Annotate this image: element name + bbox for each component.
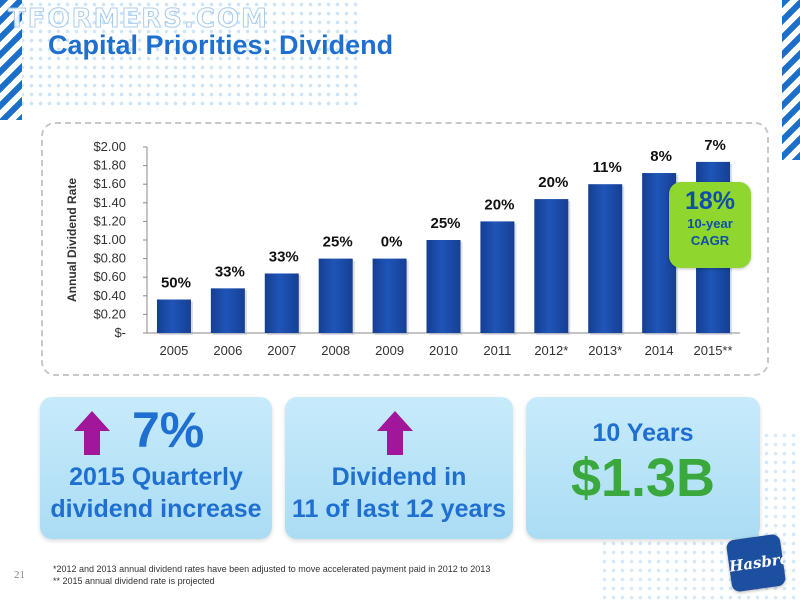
y-tick-label: $1.00 xyxy=(93,232,126,247)
x-tick-label: 2010 xyxy=(429,343,458,358)
growth-label: 7% xyxy=(704,137,726,154)
bar xyxy=(480,221,515,333)
x-tick-label: 2007 xyxy=(267,343,296,358)
x-tick-label: 2005 xyxy=(159,343,188,358)
up-arrow-icon xyxy=(74,411,110,455)
decorative-stripe-right xyxy=(782,0,800,160)
growth-label: 50% xyxy=(161,275,191,292)
footnote-2: ** 2015 annual dividend rate is projecte… xyxy=(53,576,215,586)
x-tick-label: 2008 xyxy=(321,343,350,358)
growth-label: 20% xyxy=(538,174,568,191)
x-tick-label: 2012* xyxy=(534,343,568,358)
footnote-1: *2012 and 2013 annual dividend rates hav… xyxy=(53,564,491,574)
growth-label: 20% xyxy=(484,196,514,213)
bar xyxy=(588,184,623,333)
growth-label: 11% xyxy=(593,159,622,176)
cagr-value: 18% xyxy=(684,187,736,215)
growth-label: 0% xyxy=(381,234,403,251)
x-tick-label: 2014 xyxy=(645,343,674,358)
watermark: TFORMERS.COM xyxy=(8,4,269,35)
x-tick-label: 2013* xyxy=(588,343,622,358)
up-arrow-icon xyxy=(377,411,413,455)
hasbro-logo: Hasbro xyxy=(725,533,791,593)
x-tick-label: 2006 xyxy=(213,343,242,358)
y-tick-label: $0.80 xyxy=(93,251,126,266)
page-number: 21 xyxy=(14,569,25,581)
y-axis-title: Annual Dividend Rate xyxy=(65,178,79,302)
quarterly-increase-panel: 7% 2015 Quarterly dividend increase xyxy=(40,397,272,539)
bar xyxy=(534,199,569,333)
bar xyxy=(372,258,407,333)
growth-label: 8% xyxy=(650,148,672,165)
dot-pattern-top xyxy=(0,0,360,110)
quarterly-increase-line1: 2015 Quarterly xyxy=(69,463,243,491)
x-tick-label: 2011 xyxy=(483,343,511,358)
ten-year-label: 10 Years xyxy=(592,419,694,447)
ten-year-amount: $1.3B xyxy=(570,448,716,508)
y-tick-label: $0.60 xyxy=(93,269,126,284)
y-tick-label: $1.60 xyxy=(93,176,126,191)
chart-frame xyxy=(41,122,769,376)
growth-label: 33% xyxy=(269,248,299,265)
footnotes: *2012 and 2013 annual dividend rates hav… xyxy=(53,563,490,587)
growth-label: 33% xyxy=(215,263,245,280)
y-tick-label: $1.80 xyxy=(93,158,126,173)
y-tick-label: $0.20 xyxy=(93,306,126,321)
bar xyxy=(210,288,245,333)
cagr-badge: 18% 10-year CAGR xyxy=(669,182,751,268)
bar xyxy=(318,258,353,333)
y-tick-label: $1.20 xyxy=(93,213,126,228)
growth-label: 25% xyxy=(430,215,460,232)
quarterly-increase-percent: 7% xyxy=(132,402,205,458)
y-tick-label: $1.40 xyxy=(93,195,126,210)
x-tick-label: 2009 xyxy=(375,343,404,358)
growth-label: 25% xyxy=(323,234,353,251)
bar xyxy=(426,240,461,333)
dividend-history-line2: 11 of last 12 years xyxy=(291,495,507,523)
bar xyxy=(264,273,299,333)
y-tick-label: $2.00 xyxy=(93,139,126,154)
bar xyxy=(156,299,191,333)
y-tick-label: $0.40 xyxy=(93,288,126,303)
cagr-label-line2: CAGR xyxy=(690,233,730,248)
dividend-history-panel: Dividend in 11 of last 12 years xyxy=(285,397,513,539)
y-tick-label: $- xyxy=(114,325,126,340)
dividend-history-line1: Dividend in xyxy=(331,463,467,491)
quarterly-increase-line2: dividend increase xyxy=(50,495,262,523)
quarterly-increase-text: 2015 Quarterly dividend increase xyxy=(40,461,272,525)
cagr-label-line1: 10-year xyxy=(687,216,733,231)
page-title: Capital Priorities: Dividend xyxy=(48,30,394,60)
x-tick-label: 2015** xyxy=(694,343,733,358)
decorative-stripe-left xyxy=(0,0,22,120)
ten-year-total-panel: 10 Years $1.3B xyxy=(526,397,760,539)
dividend-history-text: Dividend in 11 of last 12 years xyxy=(285,461,513,525)
